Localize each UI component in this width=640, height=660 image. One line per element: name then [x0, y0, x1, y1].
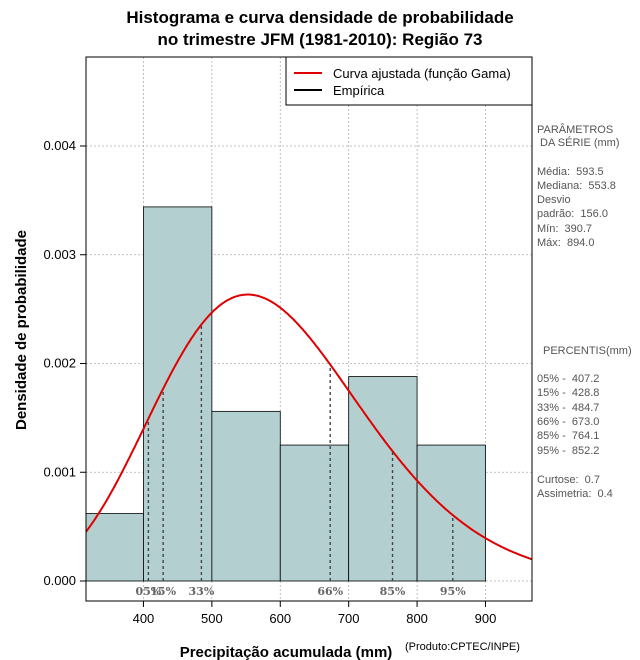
- stat-max: Máx: 894.0: [537, 237, 595, 249]
- histogram-bar-4: [279, 444, 350, 582]
- y-tick-label: 0.002: [43, 356, 76, 371]
- legend-label-2: Empírica: [333, 83, 385, 98]
- y-tick-label: 0.000: [43, 573, 76, 588]
- stat-mediana: Mediana: 553.8: [537, 180, 616, 192]
- x-axis-label: Precipitação acumulada (mm): [180, 644, 393, 660]
- y-tick-label: 0.003: [43, 247, 76, 262]
- y-axis-label: Densidade de probabilidade: [13, 230, 30, 430]
- percentile-label-15%: 15%: [150, 585, 176, 598]
- x-tick-label: 600: [269, 611, 291, 626]
- stat-curtose: Curtose: 0.7: [537, 474, 600, 486]
- percentile-label-33%: 33%: [189, 585, 215, 598]
- percentil-33: 33% - 484.7: [537, 402, 600, 414]
- y-tick-label: 0.001: [43, 464, 76, 479]
- x-tick-label: 500: [201, 611, 223, 626]
- histogram-bar-1: [85, 513, 144, 582]
- histogram-bar-3: [211, 410, 281, 582]
- percentile-label-66%: 66%: [317, 585, 343, 598]
- legend-box: [285, 56, 533, 106]
- x-tick-label: 700: [338, 611, 360, 626]
- histogram-bar-2: [143, 206, 213, 582]
- x-tick-label: 900: [475, 611, 497, 626]
- stat-desvio-2: padrão: 156.0: [537, 208, 608, 220]
- y-tick-label: 0.004: [43, 138, 76, 153]
- percentile-label-85%: 85%: [380, 585, 406, 598]
- product-credit: (Produto:CPTEC/INPE): [405, 641, 520, 653]
- percentil-95: 95% - 852.2: [537, 445, 600, 457]
- stat-assimetria: Assimetria: 0.4: [537, 488, 613, 500]
- stat-media: Média: 593.5: [537, 166, 604, 178]
- legend-label-1: Curva ajustada (função Gama): [333, 66, 511, 81]
- x-tick-label: 800: [406, 611, 428, 626]
- stat-desvio-1: Desvio: [537, 194, 571, 206]
- params-title-2: DA SÉRIE (mm): [537, 137, 620, 149]
- params-title-1: PARÂMETROS: [537, 124, 614, 136]
- percentil-66: 66% - 673.0: [537, 416, 600, 428]
- percentil-15: 15% - 428.8: [537, 387, 600, 399]
- percentil-85: 85% - 764.1: [537, 430, 600, 442]
- percentile-label-05%: 05%: [136, 585, 162, 598]
- gamma-fit-curve: [86, 293, 532, 561]
- percentile-label-95%: 95%: [440, 585, 466, 598]
- percentil-05: 05% - 407.2: [537, 373, 600, 385]
- chart-title-line-2: no trimestre JFM (1981-2010): Região 73: [157, 30, 483, 49]
- x-tick-label: 400: [133, 611, 155, 626]
- chart-title-line-1: Histograma e curva densidade de probabil…: [126, 8, 514, 27]
- histogram-bar-5: [348, 376, 418, 582]
- percentis-title: PERCENTIS(mm): [543, 345, 632, 357]
- stat-min: Mín: 390.7: [537, 223, 593, 235]
